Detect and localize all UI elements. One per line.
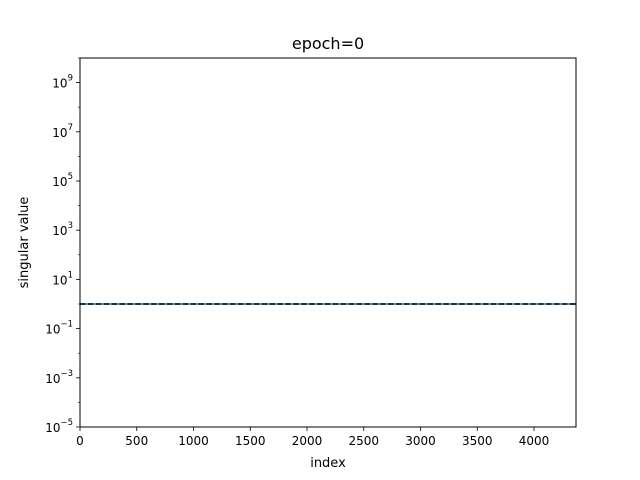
x-axis-label: index (310, 456, 346, 471)
x-tick-label: 4000 (519, 434, 550, 448)
x-tick-label: 1000 (178, 434, 209, 448)
x-tick-label: 3500 (462, 434, 493, 448)
y-tick-label: 103 (52, 221, 73, 238)
y-tick-label: 101 (52, 270, 73, 287)
x-tick-label: 0 (76, 434, 84, 448)
x-tick-label: 2500 (348, 434, 379, 448)
chart-title: epoch=0 (292, 34, 364, 53)
y-tick-label: 10−3 (45, 369, 73, 386)
y-axis: 10−5 10−3 10−1 101 103 105 107 109 (45, 57, 80, 435)
x-tick-label: 2000 (292, 434, 323, 448)
y-tick-label: 109 (52, 74, 73, 91)
x-tick-label: 1500 (235, 434, 266, 448)
x-tick-label: 500 (125, 434, 148, 448)
y-tick-label: 105 (52, 172, 73, 189)
plot-frame (79, 57, 577, 428)
x-tick-label: 3000 (405, 434, 436, 448)
y-tick-label: 10−1 (45, 320, 73, 337)
x-axis: 0 500 1000 1500 2000 2500 3000 3500 4000 (76, 427, 549, 448)
y-tick-label: 107 (52, 123, 73, 140)
y-axis-label: singular value (17, 197, 32, 289)
y-tick-label: 10−5 (45, 418, 73, 435)
